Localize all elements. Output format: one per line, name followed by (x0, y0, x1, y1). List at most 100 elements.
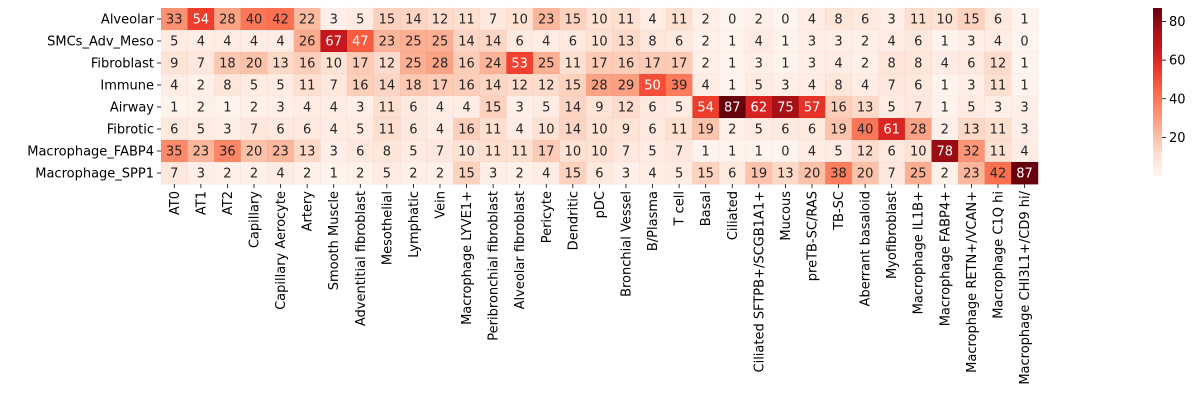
heatmap-cell-value: 14 (405, 13, 422, 28)
row-label: Fibrotic (107, 123, 154, 138)
heatmap-cell-value: 1 (728, 35, 736, 50)
heatmap-cell-value: 5 (755, 79, 763, 94)
heatmap-cell-value: 11 (910, 13, 927, 28)
heatmap-cell-value: 87 (1016, 167, 1033, 182)
heatmap-cell-value: 16 (830, 101, 847, 116)
heatmap-cell-value: 13 (777, 167, 794, 182)
column-label: Lymphatic (407, 191, 422, 258)
heatmap-cell-value: 10 (591, 13, 608, 28)
heatmap-cell-value: 17 (538, 145, 555, 160)
column-label: Ciliated SFTPB+/SCGB1A1+ (752, 191, 767, 372)
heatmap-cell-value: 15 (565, 79, 582, 94)
heatmap-cell-value: 11 (990, 145, 1007, 160)
column-label: AT2 (221, 191, 236, 215)
heatmap-cell-value: 2 (755, 13, 763, 28)
heatmap-cell-value: 8 (888, 57, 896, 72)
heatmap-cell-value: 23 (963, 167, 980, 182)
heatmap-cell-value: 0 (1020, 35, 1028, 50)
heatmap-cell-value: 2 (702, 13, 710, 28)
heatmap-cell-value: 12 (857, 145, 874, 160)
heatmap-cell-value: 1 (1020, 79, 1028, 94)
heatmap-cell-value: 5 (755, 123, 763, 138)
heatmap-cell-value: 5 (250, 79, 258, 94)
heatmap-cell-value: 1 (941, 35, 949, 50)
heatmap-cell-value: 0 (781, 13, 789, 28)
heatmap-cell-value: 11 (485, 123, 502, 138)
heatmap-cell-value: 11 (379, 101, 396, 116)
column-label: Macrophage IL1B+ (912, 191, 927, 314)
heatmap-cell-value: 0 (781, 145, 789, 160)
heatmap-cell-value: 11 (618, 13, 635, 28)
heatmap-cell-value: 16 (618, 57, 635, 72)
row-label: Fibroblast (91, 57, 154, 72)
heatmap-cell-value: 20 (857, 167, 874, 182)
heatmap-cell-value: 1 (702, 145, 710, 160)
heatmap-cell-value: 1 (941, 101, 949, 116)
heatmap-cell-value: 42 (990, 167, 1007, 182)
heatmap-cell-value: 5 (276, 79, 284, 94)
heatmap-cell-value: 15 (485, 101, 502, 116)
heatmap-cell-value: 25 (538, 57, 555, 72)
heatmap-cell-value: 39 (671, 79, 688, 94)
heatmap-cell-value: 2 (250, 167, 258, 182)
heatmap-cell-value: 3 (808, 57, 816, 72)
heatmap-cell-value: 57 (804, 101, 821, 116)
colorbar: 20 40 60 80 (1153, 8, 1186, 176)
column-label: Macrophage RETN+/VCAN+ (965, 191, 980, 373)
column-label: Ciliated (726, 191, 741, 240)
heatmap-cell-value: 4 (170, 79, 178, 94)
heatmap-cell-value: 17 (352, 57, 369, 72)
column-label: Capillary (247, 191, 262, 248)
heatmap-cell-value: 35 (166, 145, 183, 160)
row-label: Airway (110, 101, 154, 116)
column-label: Pericyte (540, 191, 555, 243)
row-label: Macrophage_SPP1 (35, 167, 154, 182)
column-label: Artery (301, 191, 316, 232)
heatmap-cell-value: 24 (485, 57, 502, 72)
heatmap-cell-value: 6 (170, 123, 178, 138)
heatmap-cell-value: 4 (808, 79, 816, 94)
heatmap-cell-value: 62 (751, 101, 768, 116)
heatmap-cell-value: 16 (458, 79, 475, 94)
heatmap-cell-value: 10 (591, 35, 608, 50)
heatmap-cell-value: 11 (485, 145, 502, 160)
heatmap-cell-value: 6 (276, 123, 284, 138)
heatmap-cell-value: 17 (671, 57, 688, 72)
heatmap-cell-value: 1 (170, 101, 178, 116)
heatmap-cell-value: 6 (303, 123, 311, 138)
heatmap-cell-value: 10 (325, 57, 342, 72)
heatmap-cell-value: 1 (728, 79, 736, 94)
heatmap-cell-value: 8 (223, 79, 231, 94)
heatmap-cell-value: 4 (808, 145, 816, 160)
column-label: T cell (673, 191, 688, 226)
heatmap-cell-value: 4 (462, 101, 470, 116)
column-label: AT1 (194, 191, 209, 215)
heatmap-cell-value: 15 (963, 13, 980, 28)
heatmap-cell-value: 5 (383, 167, 391, 182)
heatmap-cell-value: 2 (197, 79, 205, 94)
column-label: Basal (699, 191, 714, 226)
heatmap-cell-value: 10 (591, 123, 608, 138)
heatmap-cell-value: 17 (591, 57, 608, 72)
heatmap-cell-value: 6 (914, 35, 922, 50)
colorbar-tick-label: 80 (1169, 15, 1186, 30)
heatmap-cell-value: 5 (356, 13, 364, 28)
heatmap-cell-value: 3 (967, 35, 975, 50)
heatmap-cell-value: 6 (808, 123, 816, 138)
heatmap-cell-value: 11 (990, 123, 1007, 138)
heatmap-cell-value: 12 (511, 79, 528, 94)
heatmap-cell-value: 4 (888, 35, 896, 50)
heatmap-cell-value: 11 (299, 79, 316, 94)
heatmap-cell-value: 5 (834, 145, 842, 160)
heatmap-cell-value: 28 (591, 79, 608, 94)
heatmap-cell-value: 8 (648, 35, 656, 50)
heatmap-cell-value: 23 (379, 35, 396, 50)
heatmap-cell-value: 3 (330, 13, 338, 28)
heatmap-cell-value: 12 (379, 57, 396, 72)
heatmap-cell-value: 4 (250, 35, 258, 50)
heatmap-cell-value: 2 (941, 123, 949, 138)
heatmap-cell-value: 17 (644, 57, 661, 72)
heatmap-cell-value: 12 (538, 79, 555, 94)
column-label: Macrophage C1Q hi (991, 191, 1006, 319)
